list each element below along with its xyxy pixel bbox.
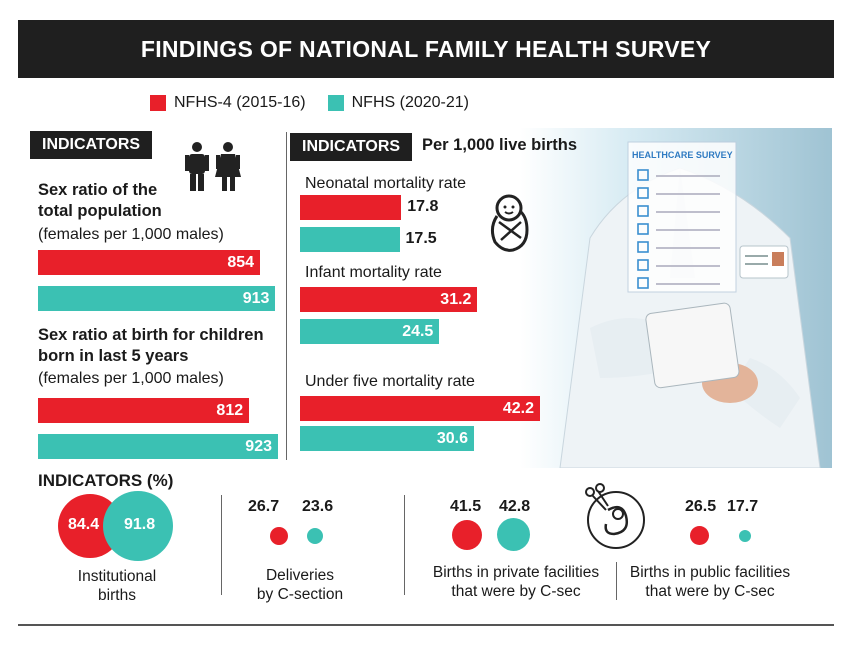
bubble-private-nfhs4	[452, 520, 482, 550]
bubble-public-nfhs4	[690, 526, 709, 545]
caption-csection: Deliveries by C-section	[240, 566, 360, 604]
legend-label-nfhs4: NFHS-4 (2015-16)	[174, 94, 306, 111]
divider-bottom-2	[404, 495, 405, 595]
indicators-header-left: INDICATORS	[30, 131, 153, 159]
page-title: FINDINGS OF NATIONAL FAMILY HEALTH SURVE…	[18, 20, 834, 78]
value-private-nfhs4: 41.5	[450, 498, 482, 515]
divider-left-middle	[286, 132, 287, 460]
bar-neonatal-nfhs5	[300, 227, 400, 252]
caption-institutional: Institutional births	[62, 567, 172, 605]
bar-neonatal-nfhs4	[300, 195, 402, 220]
bar-infant-nfhs4: 31.2	[300, 287, 478, 312]
bar-sex-ratio-birth-nfhs5: 923	[38, 434, 278, 459]
legend: NFHS-4 (2015-16) NFHS (2020-21)	[150, 94, 469, 112]
sex-ratio-birth-line2: born in last 5 years	[38, 347, 189, 365]
value-public-nfhs4: 26.5	[685, 498, 717, 515]
neonatal-label: Neonatal mortality rate	[305, 175, 466, 192]
caption-institutional-line2: births	[98, 587, 136, 604]
value-institutional-nfhs5: 91.8	[124, 516, 156, 533]
bar-label: 24.5	[402, 322, 434, 340]
bar-under-five-nfhs5: 30.6	[300, 426, 475, 451]
sex-ratio-birth-label: Sex ratio at birth for children born in …	[38, 325, 264, 367]
fetus-scissors-icon	[585, 483, 645, 549]
value-csection-nfhs4: 26.7	[248, 498, 280, 515]
bar-label: 913	[242, 289, 270, 307]
indicators-percent-header: INDICATORS (%)	[38, 471, 174, 490]
sex-ratio-total-line1: Sex ratio of the	[38, 181, 158, 199]
legend-swatch-nfhs5	[327, 95, 344, 111]
legend-item-nfhs5: NFHS (2020-21)	[327, 94, 469, 112]
bar-sex-ratio-birth-nfhs4: 812	[38, 398, 250, 423]
bar-label: 923	[245, 437, 272, 455]
bubble-public-nfhs5	[739, 530, 751, 542]
bar-sex-ratio-total-nfhs5: 913	[38, 286, 276, 311]
bar-infant-nfhs5: 24.5	[300, 319, 440, 344]
doctor-with-tablet-photo	[520, 128, 832, 468]
value-public-nfhs5: 17.7	[727, 498, 759, 515]
caption-private-line1: Births in private facilities	[432, 564, 600, 581]
bar-label: 812	[216, 401, 244, 419]
bar-under-five-nfhs4: 42.2	[300, 396, 540, 421]
infant-label: Infant mortality rate	[305, 264, 442, 281]
bar-label: 42.2	[502, 399, 534, 417]
caption-public-line1: Births in public facilities	[629, 564, 791, 581]
swaddled-baby-icon	[490, 194, 529, 252]
caption-public-line2: that were by C-sec	[645, 583, 775, 600]
bottom-rule	[18, 624, 834, 626]
bar-sex-ratio-total-nfhs4: 854	[38, 250, 261, 275]
bubble-private-nfhs5	[497, 518, 530, 551]
unit-label: Per 1,000 live births	[422, 136, 578, 154]
bar-label-neonatal-nfhs5: 17.5	[405, 230, 437, 247]
indicators-header-middle: INDICATORS	[290, 133, 413, 161]
legend-item-nfhs4: NFHS-4 (2015-16)	[150, 94, 306, 112]
divider-bottom-3	[616, 562, 617, 600]
legend-swatch-nfhs4	[150, 95, 166, 111]
bar-label: 30.6	[436, 429, 469, 447]
caption-private: Births in private facilities that were b…	[420, 563, 612, 601]
bubble-csection-nfhs4	[270, 527, 288, 545]
caption-public: Births in public facilities that were by…	[618, 563, 802, 601]
bar-label-neonatal-nfhs4: 17.8	[407, 198, 439, 215]
caption-csection-line2: by C-section	[256, 586, 344, 603]
value-institutional-nfhs4: 84.4	[68, 516, 100, 533]
sex-ratio-total-subtitle: (females per 1,000 males)	[38, 226, 224, 243]
under-five-label: Under five mortality rate	[305, 373, 475, 390]
value-csection-nfhs5: 23.6	[302, 498, 334, 515]
divider-bottom-1	[221, 495, 222, 595]
legend-label-nfhs5: NFHS (2020-21)	[351, 94, 469, 111]
sex-ratio-birth-line1: Sex ratio at birth for children	[38, 326, 264, 344]
sex-ratio-total-line2: total population	[38, 202, 162, 220]
caption-private-line2: that were by C-sec	[451, 583, 581, 600]
value-private-nfhs5: 42.8	[499, 498, 531, 515]
clipboard-title: HEALTHCARE SURVEY	[632, 150, 733, 160]
caption-institutional-line1: Institutional	[77, 568, 157, 585]
bubble-institutional-nfhs5	[103, 491, 173, 561]
bar-label: 854	[227, 253, 255, 271]
sex-ratio-birth-subtitle: (females per 1,000 males)	[38, 370, 224, 387]
caption-csection-line1: Deliveries	[265, 567, 335, 584]
bubble-csection-nfhs5	[307, 528, 323, 544]
sex-ratio-total-label: Sex ratio of the total population	[38, 180, 162, 222]
male-female-icon	[185, 142, 241, 191]
bar-label: 31.2	[440, 290, 472, 308]
